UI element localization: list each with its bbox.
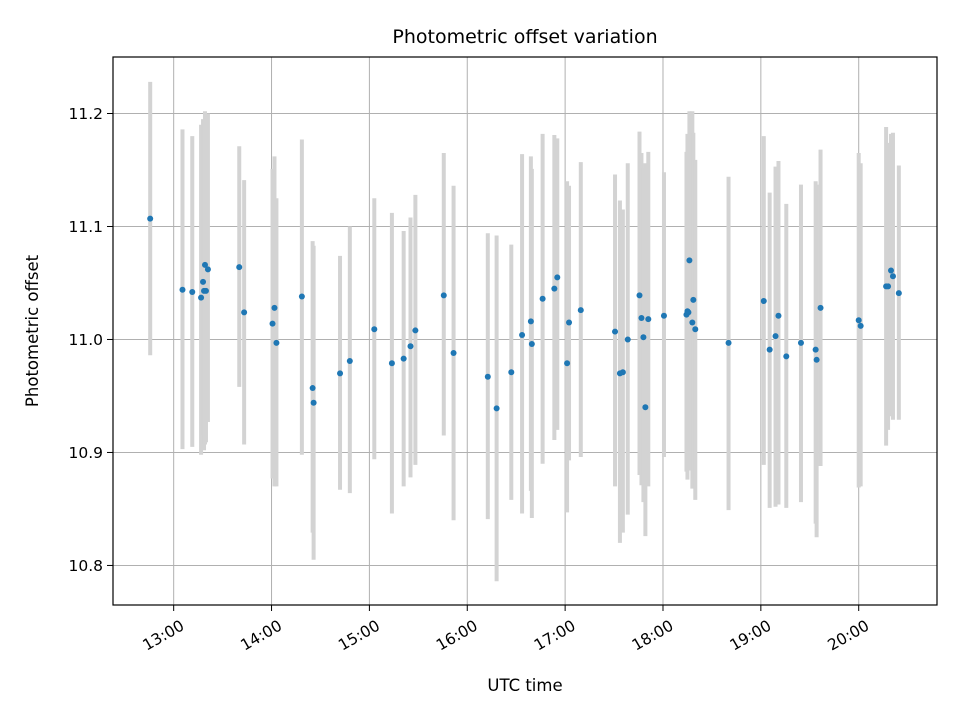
- data-point: [337, 370, 344, 377]
- data-point: [813, 356, 820, 363]
- x-tick-label: 20:00: [825, 617, 873, 655]
- data-point: [660, 312, 667, 319]
- data-point: [204, 266, 211, 273]
- error-bars: [148, 81, 901, 582]
- data-point: [645, 316, 652, 323]
- data-point: [725, 339, 732, 346]
- data-point: [528, 340, 535, 347]
- data-point: [888, 267, 895, 274]
- data-point: [685, 309, 692, 316]
- data-point: [640, 334, 647, 341]
- data-point: [484, 373, 491, 380]
- data-point: [690, 296, 697, 303]
- data-point: [564, 360, 571, 367]
- data-point: [508, 369, 515, 376]
- data-point: [201, 261, 208, 268]
- data-point: [686, 257, 693, 264]
- x-tick-label: 17:00: [531, 617, 579, 655]
- x-tick-label: 15:00: [335, 617, 383, 655]
- data-point: [519, 331, 526, 338]
- data-point: [855, 317, 862, 324]
- data-point: [775, 312, 782, 319]
- data-point: [298, 293, 305, 300]
- data-point: [450, 350, 457, 357]
- data-point: [772, 333, 779, 340]
- data-point: [636, 292, 643, 299]
- data-point: [198, 294, 205, 301]
- x-tick-label: 19:00: [727, 617, 775, 655]
- data-point: [388, 360, 395, 367]
- data-point: [889, 273, 896, 280]
- data-point: [527, 318, 534, 325]
- x-tick-label: 16:00: [433, 617, 481, 655]
- data-point: [200, 278, 207, 285]
- chart-title: Photometric offset variation: [392, 26, 657, 48]
- data-point: [689, 319, 696, 326]
- x-tick-label: 18:00: [629, 617, 677, 655]
- data-point: [895, 290, 902, 297]
- plot-frame: [112, 56, 938, 606]
- data-point: [147, 215, 154, 222]
- data-point: [812, 346, 819, 353]
- data-point: [797, 339, 804, 346]
- data-point: [310, 399, 317, 406]
- data-point: [189, 289, 196, 296]
- y-axis-title: Photometric offset: [23, 254, 42, 407]
- data-point: [783, 353, 790, 360]
- data-point: [766, 346, 773, 353]
- data-point: [566, 319, 573, 326]
- data-point: [179, 286, 186, 293]
- data-point: [241, 309, 248, 316]
- data-point: [612, 328, 619, 335]
- data-point: [624, 336, 631, 343]
- data-point: [817, 304, 824, 311]
- data-point: [577, 307, 584, 314]
- data-point: [551, 285, 558, 292]
- data-point: [271, 304, 278, 311]
- data-point: [493, 405, 500, 412]
- data-point: [371, 326, 378, 333]
- data-point: [346, 357, 353, 364]
- data-point: [638, 315, 645, 322]
- y-tick-label: 11.2: [68, 105, 103, 123]
- y-tick-label: 10.9: [68, 444, 103, 462]
- y-tick-label: 11.1: [68, 218, 103, 236]
- data-point: [760, 298, 767, 305]
- data-point: [619, 369, 626, 376]
- data-point: [273, 339, 280, 346]
- data-point: [539, 295, 546, 302]
- y-tick-label: 11.0: [68, 331, 103, 349]
- data-point: [857, 322, 864, 329]
- x-axis-title: UTC time: [487, 676, 562, 695]
- data-point: [407, 343, 414, 350]
- x-tick-label: 13:00: [140, 617, 188, 655]
- data-point: [309, 385, 316, 392]
- data-point: [236, 264, 243, 271]
- x-tick-label: 14:00: [237, 617, 285, 655]
- data-point: [554, 274, 561, 281]
- y-tick-label: 10.8: [68, 557, 103, 575]
- data-point: [269, 320, 276, 327]
- data-point: [440, 292, 447, 299]
- data-point: [202, 287, 209, 294]
- x-axis: 13:00 14:00 15:00 16:00 17:00 18:00 19:00 20:00: [140, 605, 873, 655]
- data-point: [692, 326, 699, 333]
- data-point: [885, 283, 892, 290]
- data-point: [642, 404, 649, 411]
- data-point: [400, 355, 407, 362]
- data-points: [147, 215, 902, 412]
- y-axis: 10.8 10.9 11.0 11.1 11.2: [68, 105, 113, 575]
- data-point: [412, 327, 419, 334]
- grid: [113, 57, 937, 605]
